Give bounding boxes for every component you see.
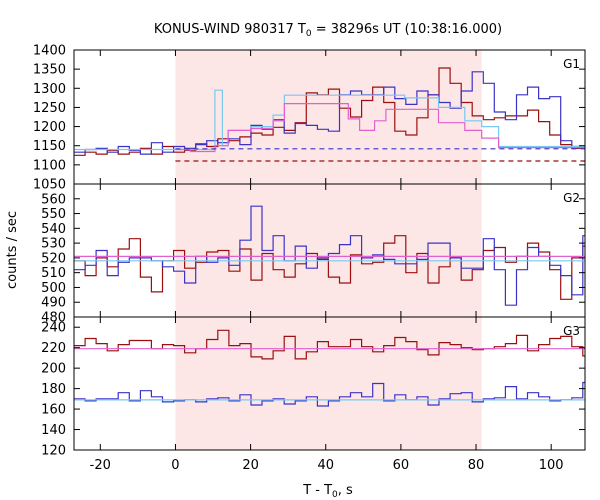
y-tick-label: 1300 [33, 82, 66, 97]
panel-g1: 1050 1100 1150 1200 1250 1300 1350 1400 G1 [33, 44, 586, 193]
series-blue-step-1 [74, 205, 585, 306]
y-tick-label: 1250 [33, 101, 66, 116]
y-tick-label: 500 [41, 281, 66, 296]
y-tick-label: 550 [41, 207, 66, 222]
y-tick-label: 1350 [33, 63, 66, 78]
x-tick-label: -20 [90, 458, 111, 473]
y-tick-label: 1150 [33, 139, 66, 154]
y-tick-label: 1400 [33, 44, 66, 59]
y-tick-label: 540 [41, 222, 66, 237]
series-group [74, 205, 585, 306]
y-tick-label: 520 [41, 251, 66, 266]
x-tick-label: 0 [171, 458, 179, 473]
chart-title: KONUS-WIND 980317 T0 = 38296s UT (10:38:… [154, 22, 502, 39]
series-group [74, 67, 585, 162]
panel-g3: 120 140 160 180 200 220 240 -20 0 20 40 60 80 100 G3 [41, 316, 586, 473]
series-blue-step-1 [74, 381, 585, 407]
x-tick-label: 40 [317, 458, 334, 473]
y-tick-label: 480 [41, 311, 66, 326]
series-dark_red-step-0 [74, 235, 585, 300]
y-tick-label: 1100 [33, 158, 66, 173]
y-tick-label: 560 [41, 192, 66, 207]
y-tick-label: 490 [41, 296, 66, 311]
panel-label: G3 [563, 324, 580, 338]
signal-interval-shade [175, 50, 482, 184]
series-pink-step-3 [175, 103, 585, 153]
y-tick-label: 1050 [33, 178, 66, 193]
x-tick-label: 60 [393, 458, 410, 473]
panels-group: 10501100115012001250130013501400G1480490… [33, 44, 586, 473]
series-blue-step-1 [74, 71, 585, 155]
x-axis-label: T - T0, s [302, 483, 353, 500]
y-tick-label: 160 [41, 403, 66, 418]
series-dark_red-step-0 [74, 329, 585, 360]
x-tick-label: 80 [468, 458, 485, 473]
y-tick-label: 200 [41, 362, 66, 377]
y-tick-label: 240 [41, 321, 66, 336]
y-tick-label: 180 [41, 382, 66, 397]
y-tick-label: 120 [41, 444, 66, 459]
panel-label: G1 [563, 57, 580, 71]
y-tick-label: 220 [41, 341, 66, 356]
panel-label: G2 [563, 191, 580, 205]
y-tick-label: 1200 [33, 120, 66, 135]
y-tick-label: 140 [41, 423, 66, 438]
x-tick-label: 20 [242, 458, 259, 473]
x-tick-label: 100 [539, 458, 564, 473]
signal-interval-shade [175, 317, 482, 450]
panel-frame [73, 316, 586, 451]
y-axis-label: counts / sec [5, 211, 20, 289]
series-group [74, 329, 585, 407]
y-tick-label: 510 [41, 266, 66, 281]
y-tick-label: 530 [41, 237, 66, 252]
